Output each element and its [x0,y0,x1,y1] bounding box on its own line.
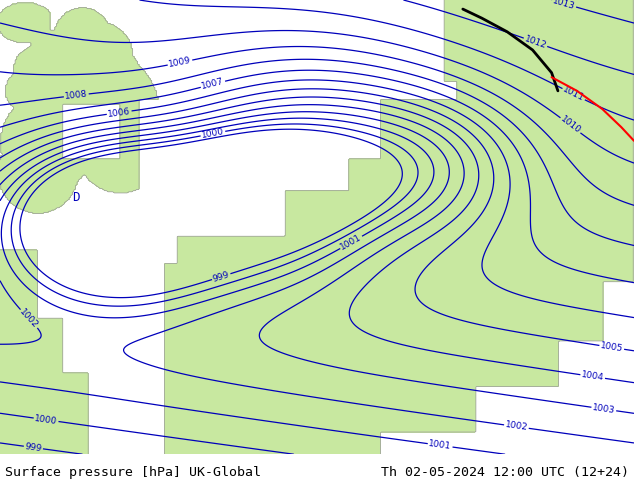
Text: 1003: 1003 [592,403,616,415]
Text: 1002: 1002 [18,307,40,330]
Text: 1000: 1000 [201,127,225,140]
Text: 1005: 1005 [600,341,624,354]
Text: 1001: 1001 [428,440,452,451]
Text: 1008: 1008 [64,90,88,101]
Text: 1004: 1004 [581,370,605,383]
Text: 1000: 1000 [34,414,58,426]
Text: 1001: 1001 [339,233,363,252]
Text: 1012: 1012 [523,34,548,50]
Text: 1013: 1013 [552,0,576,11]
Text: 999: 999 [24,442,42,453]
Text: D: D [72,191,80,204]
Text: 999: 999 [212,270,231,284]
Text: Th 02-05-2024 12:00 UTC (12+24): Th 02-05-2024 12:00 UTC (12+24) [381,466,629,479]
Text: 1006: 1006 [107,107,131,119]
Text: 1011: 1011 [561,85,586,103]
Text: 1002: 1002 [505,420,528,433]
Text: 1009: 1009 [168,56,192,69]
Text: 1007: 1007 [201,77,225,92]
Text: Surface pressure [hPa] UK-Global: Surface pressure [hPa] UK-Global [5,466,261,479]
Text: 1010: 1010 [559,115,583,136]
